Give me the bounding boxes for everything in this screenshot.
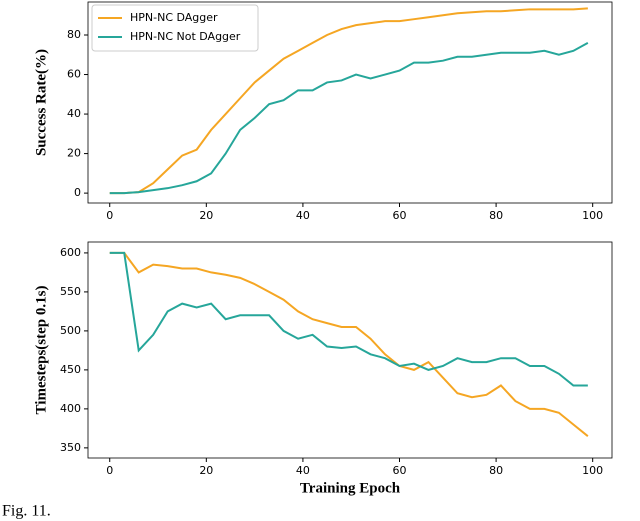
x-tick-label: 40 (296, 209, 310, 222)
x-axis-label: Training Epoch (300, 480, 401, 496)
x-tick-label: 80 (489, 209, 503, 222)
plot-frame (87, 1, 613, 204)
x-tick-label: 0 (106, 464, 113, 477)
x-tick-label: 60 (393, 464, 407, 477)
x-tick-label: 60 (393, 209, 407, 222)
data-line (109, 42, 589, 195)
plot-frame (87, 241, 613, 459)
data-line (109, 7, 588, 195)
y-tick-label: 450 (60, 363, 81, 376)
y-tick-label: 60 (67, 68, 81, 81)
y-axis-label: Timesteps(step 0.1s) (33, 286, 49, 415)
y-tick-label: 550 (60, 285, 81, 298)
caption: Fig. 11. (2, 503, 51, 520)
x-tick-label: 0 (106, 209, 113, 222)
y-tick-label: 40 (67, 107, 81, 120)
x-tick-label: 40 (296, 464, 310, 477)
y-tick-label: 500 (60, 324, 81, 337)
y-tick-label: 400 (60, 402, 81, 415)
data-line (109, 251, 588, 387)
x-tick-label: 20 (199, 209, 213, 222)
x-tick-label: 20 (199, 464, 213, 477)
y-tick-label: 20 (67, 147, 81, 160)
legend-box (91, 4, 259, 52)
x-tick-label: 80 (489, 464, 503, 477)
legend-label: HPN-NC DAgger (130, 11, 218, 24)
y-tick-label: 80 (67, 28, 81, 41)
y-tick-label: 350 (60, 441, 81, 454)
x-tick-label: 100 (582, 209, 603, 222)
x-tick-label: 100 (582, 464, 603, 477)
y-tick-label: 0 (74, 186, 81, 199)
data-line (109, 251, 589, 437)
legend-label: HPN-NC Not DAgger (130, 30, 241, 43)
y-axis-label: Success Rate(%) (33, 49, 49, 156)
y-tick-label: 600 (60, 246, 81, 259)
